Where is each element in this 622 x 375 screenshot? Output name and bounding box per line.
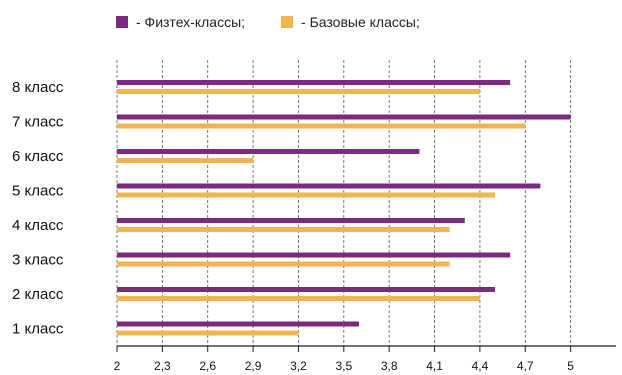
bar-base bbox=[117, 158, 253, 163]
x-tick-label: 4,1 bbox=[426, 359, 443, 373]
x-tick-label: 2 bbox=[114, 359, 121, 373]
bar-fiztech bbox=[117, 218, 465, 223]
bar-base bbox=[117, 331, 298, 336]
category-label: 7 класс bbox=[12, 114, 64, 131]
category-label: 1 класс bbox=[12, 321, 64, 338]
x-tick-label: 5 bbox=[567, 359, 574, 373]
x-tick-label: 3,5 bbox=[335, 359, 352, 373]
bar-fiztech bbox=[117, 322, 359, 327]
x-tick-label: 2,3 bbox=[154, 359, 171, 373]
bar-base bbox=[117, 124, 525, 129]
bar-fiztech bbox=[117, 115, 571, 120]
x-tick-label: 3,2 bbox=[290, 359, 307, 373]
category-label: 5 класс bbox=[12, 183, 64, 200]
x-tick-label: 4,4 bbox=[472, 359, 489, 373]
bar-fiztech bbox=[117, 184, 540, 189]
bar-base bbox=[117, 227, 450, 232]
bar-base bbox=[117, 193, 495, 198]
x-tick-label: 3,8 bbox=[381, 359, 398, 373]
category-label: 4 класс bbox=[12, 217, 64, 234]
x-tick-label: 2,9 bbox=[245, 359, 262, 373]
bar-base bbox=[117, 296, 480, 301]
category-label: 3 класс bbox=[12, 252, 64, 269]
bar-fiztech bbox=[117, 287, 495, 292]
category-label: 8 класс bbox=[12, 79, 64, 96]
category-label: 6 класс bbox=[12, 148, 64, 165]
bar-base bbox=[117, 262, 450, 267]
bar-fiztech bbox=[117, 253, 510, 258]
bar-fiztech bbox=[117, 80, 510, 85]
category-label: 2 класс bbox=[12, 286, 64, 303]
x-tick-label: 2,6 bbox=[199, 359, 216, 373]
bar-fiztech bbox=[117, 149, 419, 154]
x-tick-label: 4,7 bbox=[517, 359, 534, 373]
bar-base bbox=[117, 89, 480, 94]
